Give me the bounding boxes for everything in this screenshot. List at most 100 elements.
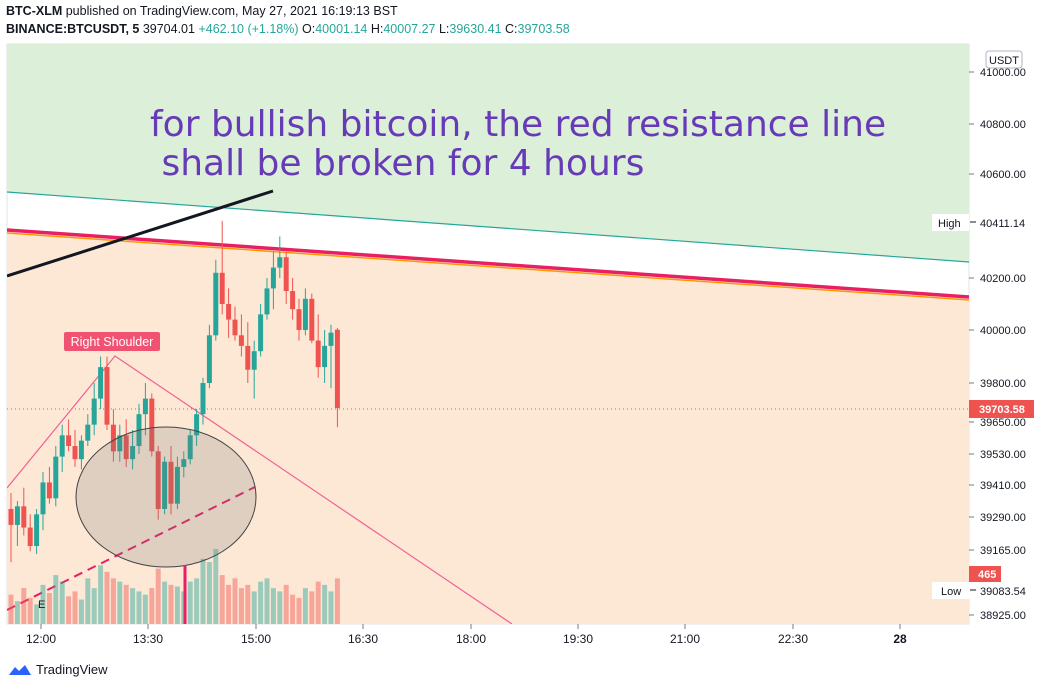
symbol-name[interactable]: BINANCE:BTCUSDT, 5 — [6, 22, 140, 36]
volume-bar — [155, 568, 161, 624]
candle-body — [59, 435, 65, 457]
volume-bar — [104, 571, 110, 624]
last-price-tag-value: 39703.58 — [979, 404, 1025, 416]
volume-bar — [149, 588, 155, 624]
volume-bar — [258, 581, 264, 624]
high-label: H: — [370, 22, 384, 36]
candle-body — [187, 435, 193, 460]
candle-body — [226, 304, 232, 320]
red-resistance-line[interactable] — [7, 228, 969, 299]
candle-body — [232, 319, 238, 336]
footer-brand[interactable]: TradingView — [36, 662, 108, 677]
y-tick-label: 40000.00 — [980, 325, 1026, 337]
e-marker[interactable]: E — [38, 599, 45, 611]
low-value: 39630.41 — [449, 22, 502, 36]
currency-badge[interactable] — [985, 50, 1023, 69]
candle-body — [117, 435, 123, 452]
x-tick-label: 13:30 — [133, 632, 163, 646]
candle-body — [315, 340, 321, 368]
volume-bar — [14, 601, 20, 624]
price-chart[interactable]: for bullish bitcoin, the red resistance … — [0, 0, 1046, 660]
candle-body — [328, 332, 334, 346]
volume-bar — [85, 578, 91, 624]
candle-body — [251, 351, 257, 370]
volume-bar — [251, 591, 257, 624]
x-tick-label: 18:00 — [456, 632, 486, 646]
candle-body — [206, 335, 212, 383]
symbol-line: BINANCE:BTCUSDT, 5 39704.01 +462.10 (+1.… — [6, 22, 570, 36]
candle-body — [72, 446, 78, 460]
volume-bar — [219, 575, 225, 624]
candle-body — [181, 459, 187, 467]
high-tag — [932, 214, 969, 231]
candle-body — [40, 482, 46, 515]
volume-bar — [206, 562, 212, 624]
time-axis[interactable]: 12:00 13:30 15:00 16:30 18:00 19:30 21:00 22:30… — [26, 624, 907, 646]
price-axis[interactable]: 41000.00 40800.00 40600.00 40200.00 40000.00… — [969, 67, 1026, 622]
volume-bar — [117, 581, 123, 624]
consolidation-ellipse[interactable] — [75, 426, 257, 568]
candle-body — [296, 309, 302, 330]
candle-body — [149, 398, 155, 452]
y-tick-label: 39290.00 — [980, 512, 1026, 524]
y-tick-label: 39165.00 — [980, 545, 1026, 557]
volume-bar — [328, 591, 334, 624]
volume-bar — [53, 575, 59, 624]
right-shoulder-badge[interactable] — [64, 332, 160, 351]
volume-bar — [309, 591, 315, 624]
candle-body — [155, 451, 161, 509]
candle-body — [27, 527, 33, 547]
tradingview-logo-icon[interactable] — [8, 663, 32, 677]
price-change: +462.10 (+1.18%) — [198, 22, 299, 36]
candle-body — [142, 398, 148, 415]
x-tick-label: 19:30 — [563, 632, 593, 646]
volume-bar — [322, 584, 328, 624]
footer: TradingView — [8, 662, 108, 677]
last-price: 39704.01 — [142, 22, 195, 36]
volume-bar — [283, 584, 289, 624]
volume-bar — [98, 565, 104, 624]
note-line-1[interactable]: for bullish bitcoin, the red resistance … — [150, 104, 886, 145]
x-tick-label: 22:30 — [778, 632, 808, 646]
note-line-2[interactable]: shall be broken for 4 hours — [150, 143, 644, 184]
volume-bar — [91, 588, 97, 624]
low-tag — [932, 582, 1036, 599]
candles — [8, 220, 340, 563]
candle-body — [91, 398, 97, 425]
open-value: 40001.14 — [315, 22, 368, 36]
orange-trend-line[interactable] — [7, 232, 969, 301]
y-tick-label: 40200.00 — [980, 273, 1026, 285]
publisher-name: BTC-XLM — [6, 4, 63, 18]
candle-body — [8, 509, 14, 525]
volume-bar — [213, 549, 219, 624]
volume-bar — [136, 591, 142, 624]
volume-bar — [290, 594, 296, 624]
candle-body — [14, 506, 20, 525]
volume-bar — [40, 584, 46, 624]
candle-body — [334, 329, 340, 409]
volume-bar — [21, 588, 27, 624]
currency-label: USDT — [989, 55, 1019, 67]
candle-body — [194, 414, 200, 436]
volume-bar — [162, 581, 168, 624]
candle-body — [123, 435, 129, 460]
close-label: C: — [505, 22, 518, 36]
candle-body — [322, 345, 328, 368]
dashed-neckline[interactable] — [7, 486, 256, 611]
candle-body — [309, 298, 315, 341]
candle-body — [264, 288, 270, 315]
candle-body — [258, 314, 264, 352]
volume-bar — [334, 578, 340, 624]
volume-bar — [270, 588, 276, 624]
volume-bar — [296, 597, 302, 624]
candle-body — [213, 272, 219, 336]
volume-tag — [969, 566, 1001, 582]
volume-bar — [200, 558, 206, 624]
y-tick-label: 39530.00 — [980, 449, 1026, 461]
green-trend-line[interactable] — [7, 191, 969, 263]
volume-tag-value: 465 — [978, 569, 996, 581]
candle-body — [66, 435, 72, 446]
candle-body — [21, 506, 27, 528]
head-shoulder-lines[interactable] — [7, 355, 513, 624]
black-trend-line[interactable] — [7, 189, 274, 278]
